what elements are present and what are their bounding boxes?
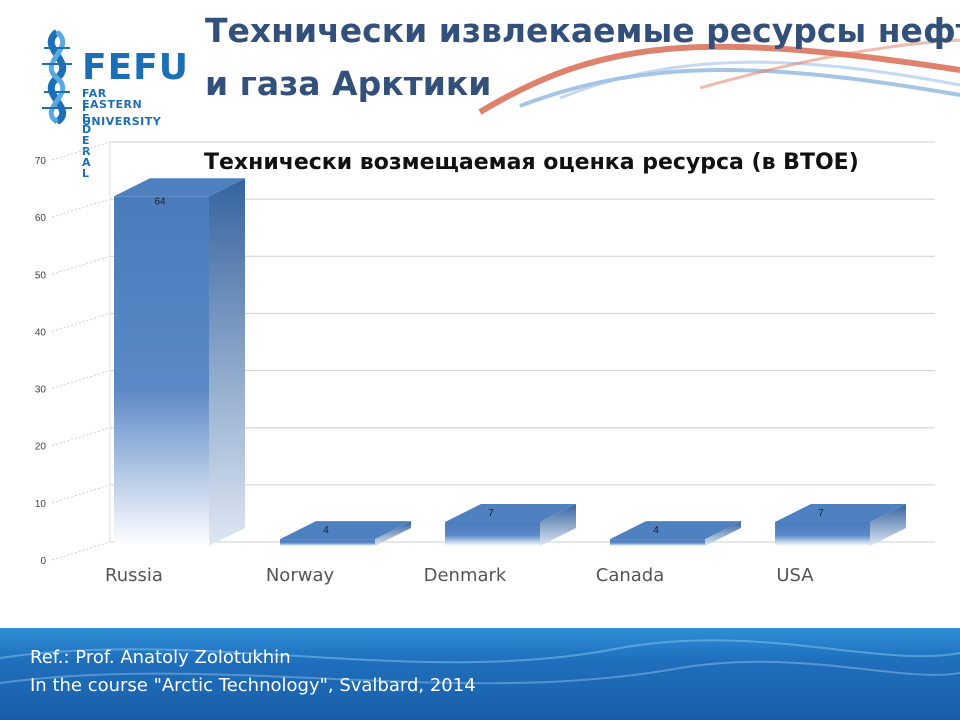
bar-top: [114, 178, 245, 197]
data-label: 4: [323, 525, 329, 536]
footer-line-1: Ref.: Prof. Anatoly Zolotukhin: [30, 647, 291, 668]
y-tick-label: 50: [35, 270, 47, 281]
bar-front: [280, 539, 375, 546]
gridline-depth: [51, 484, 111, 504]
category-label: USA: [776, 565, 814, 586]
chart-title: Технически возмещаемая оценка ресурса (в…: [204, 150, 859, 175]
decorative-ribbons: [478, 38, 960, 115]
bar-front: [775, 522, 870, 546]
ribbon-red-2: [699, 38, 960, 90]
ribbon-red: [478, 43, 960, 115]
fefu-logo: FEFU FAR EASTERN F E D E R A L UNIVERSIT…: [30, 28, 190, 179]
y-tick-label: 40: [35, 327, 47, 338]
y-tick-label: 10: [35, 499, 47, 510]
gridline-depth: [51, 541, 111, 561]
category-label: Russia: [105, 565, 163, 586]
logo-line-3: UNIVERSITY: [82, 115, 162, 128]
footer-waves: [0, 639, 960, 685]
category-label: Canada: [596, 565, 665, 586]
bar-front: [445, 522, 540, 546]
category-label: Norway: [266, 565, 335, 586]
logo-line-2: F E D E R A L: [82, 101, 92, 180]
footer-line-2: In the course "Arctic Technology", Svalb…: [30, 675, 476, 696]
bar-top: [280, 521, 411, 540]
data-label: 7: [488, 508, 494, 519]
data-label: 7: [818, 508, 824, 519]
logo-line-1: FAR EASTERN: [82, 87, 143, 111]
bar-side: [209, 178, 245, 547]
footer-banner: Ref.: Prof. Anatoly Zolotukhin In the co…: [0, 628, 960, 720]
footer-reference: Ref.: Prof. Anatoly Zolotukhin In the co…: [30, 644, 476, 700]
category-label: Denmark: [424, 565, 507, 586]
y-tick-label: 70: [35, 156, 47, 167]
data-label: 64: [154, 196, 166, 207]
bar-side: [705, 521, 741, 546]
slide-title-line-1: Технически извлекаемые ресурсы нефти: [205, 11, 960, 50]
bar-top: [775, 504, 906, 522]
slide-title: Технически извлекаемые ресурсы нефти и г…: [205, 4, 960, 110]
data-label: 4: [653, 525, 659, 536]
bar-top: [610, 521, 741, 540]
gridline-depth: [51, 427, 111, 447]
logo-name: FEFU: [82, 47, 190, 88]
bar-side: [870, 504, 906, 546]
gridline-depth: [51, 255, 111, 275]
gridline-depth: [51, 198, 111, 218]
logo-emblem-icon: [42, 29, 72, 124]
y-tick-label: 20: [35, 442, 47, 453]
ribbon-blue-1: [519, 68, 960, 108]
bar-side: [540, 504, 576, 546]
ribbon-blue-2: [559, 60, 960, 100]
y-tick-label: 60: [35, 213, 47, 224]
gridline-depth: [51, 312, 111, 332]
bar-top: [445, 504, 576, 522]
bar-side: [375, 521, 411, 546]
y-tick-label: 0: [40, 556, 46, 567]
bar-front: [114, 196, 209, 547]
y-tick-label: 30: [35, 385, 47, 396]
bar-front: [610, 539, 705, 546]
gridline-depth: [51, 141, 111, 161]
bar-chart: 0 10 20 30 40 50 60 70 64 Russia 4 Norway 7 Denmark 4 C…: [35, 141, 935, 586]
gridline-depth: [51, 370, 111, 390]
slide-title-line-2: и газа Арктики: [205, 64, 492, 103]
